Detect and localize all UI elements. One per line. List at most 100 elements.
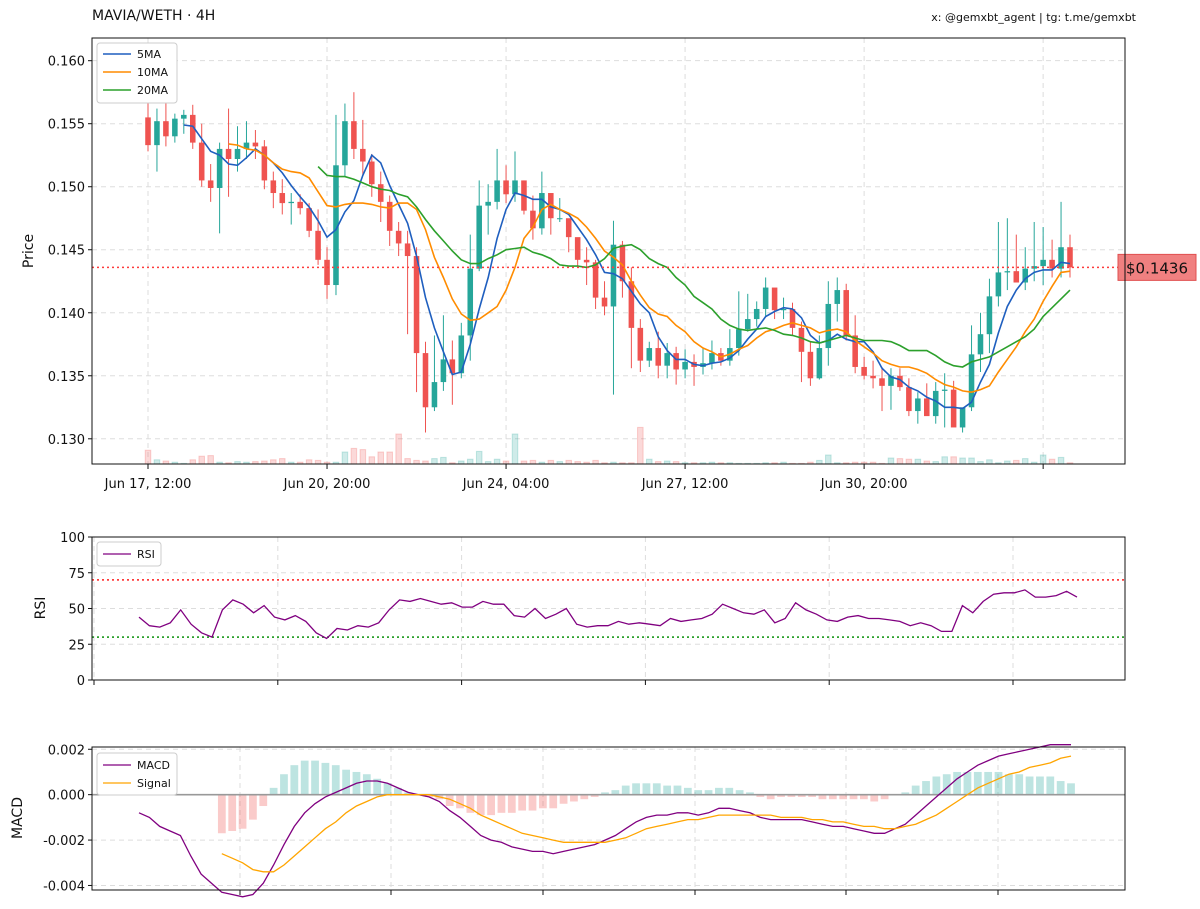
macd-histogram-bar — [797, 794, 806, 797]
volume-bar — [1048, 458, 1056, 465]
candle-body — [279, 193, 286, 204]
candle-body — [780, 308, 787, 311]
candle-body — [655, 348, 662, 366]
macd-line — [138, 744, 1071, 898]
candle-body — [924, 398, 930, 417]
volume-bar — [493, 458, 501, 465]
candle-body — [172, 118, 178, 137]
macd-histogram-bar — [549, 794, 558, 809]
candle-body — [145, 117, 151, 146]
macd-histogram-bar — [735, 790, 744, 795]
candle-body — [548, 193, 554, 219]
macd-histogram-bar — [507, 794, 516, 813]
macd-ytick-label: -0.004 — [43, 879, 85, 894]
candle-body — [709, 353, 715, 364]
price-legend-label: 10MA — [137, 66, 168, 79]
candle-body — [950, 389, 957, 428]
macd-histogram-bar — [652, 783, 661, 795]
volume-bar — [986, 459, 993, 465]
macd-histogram-bar — [673, 785, 682, 795]
chart-credit: x: @gemxbt_agent | tg: t.me/gemxbt — [931, 11, 1136, 24]
volume-bar — [350, 447, 358, 465]
volume-bar — [816, 459, 823, 465]
rsi-line — [138, 589, 1078, 640]
candle-body — [601, 297, 608, 307]
chart-title: MAVIA/WETH · 4H — [92, 8, 216, 24]
volume-bar — [404, 458, 411, 465]
macd-ylabel: MACD — [10, 797, 26, 839]
volume-bar — [825, 454, 832, 465]
candle-body — [404, 243, 411, 257]
volume-bar — [475, 450, 483, 465]
rsi-ytick-label: 0 — [77, 674, 85, 689]
candle-body — [852, 335, 858, 367]
macd-histogram-bar — [487, 794, 495, 816]
macd-ytick-label: 0.002 — [48, 743, 85, 758]
macd-histogram-bar — [1056, 781, 1065, 795]
macd-histogram-bar — [973, 771, 982, 795]
macd-histogram-bar — [238, 794, 247, 829]
macd-histogram-bar — [362, 774, 371, 795]
macd-histogram-bar — [311, 760, 319, 795]
macd-histogram-bar — [601, 792, 609, 795]
volume-bar — [896, 458, 904, 465]
candle-body — [261, 146, 268, 181]
macd-histogram-bar — [290, 765, 299, 795]
candle-body — [225, 148, 232, 159]
volume-bar — [359, 449, 367, 465]
macd-histogram-bar — [787, 794, 796, 797]
volume-bar — [1057, 456, 1065, 465]
candle-body — [476, 205, 482, 269]
volume-bar — [968, 457, 975, 465]
candle-body — [431, 382, 438, 408]
macd-histogram-bar — [228, 794, 237, 831]
macd-histogram-bar — [932, 776, 941, 795]
candle-body — [771, 287, 778, 311]
candle-body — [915, 398, 921, 412]
candle-body — [1040, 259, 1046, 267]
macd-histogram-bar — [621, 785, 630, 795]
price-ytick-label: 0.160 — [48, 55, 85, 70]
candle-body — [816, 348, 823, 379]
macd-histogram-bar — [445, 794, 454, 807]
macd-histogram-bar — [942, 774, 951, 795]
macd-histogram-bar — [611, 790, 620, 795]
rsi-legend-label: RSI — [137, 548, 155, 561]
ma-line-10ma — [228, 143, 1071, 394]
candle-body — [736, 329, 742, 349]
macd-histogram-bar — [394, 787, 402, 795]
candle-body — [449, 359, 456, 374]
macd-histogram-bar — [694, 790, 703, 795]
candle-body — [941, 389, 948, 391]
ma-line-5ma — [183, 124, 1071, 410]
candle-body — [610, 244, 617, 307]
price-ytick-label: 0.140 — [48, 307, 85, 322]
macd-histogram-bar — [538, 794, 547, 809]
candle-body — [324, 259, 330, 286]
current-price-label: $0.1436 — [1126, 259, 1188, 277]
candle-body — [377, 184, 384, 202]
candle-body — [664, 353, 670, 366]
price-ytick-label: 0.145 — [48, 244, 85, 259]
price-ytick-label: 0.135 — [48, 370, 85, 385]
candle-body — [870, 375, 876, 379]
macd-histogram-bar — [425, 794, 433, 797]
candle-body — [592, 262, 599, 298]
price-ylabel: Price — [21, 234, 37, 268]
candle-body — [306, 208, 312, 231]
price-ytick-label: 0.130 — [48, 433, 85, 448]
candle-body — [1013, 271, 1020, 283]
macd-histogram-bar — [518, 794, 527, 811]
macd-histogram-bar — [570, 794, 578, 802]
macd-histogram-bar — [746, 792, 754, 795]
signal-legend-label: Signal — [137, 777, 171, 790]
price-legend-label: 5MA — [137, 48, 161, 61]
candle-body — [762, 287, 769, 309]
candle-body — [395, 230, 402, 244]
volume-bar — [941, 456, 948, 465]
price-frame — [91, 37, 1126, 465]
macd-histogram-bar — [632, 783, 640, 795]
macd-histogram-bar — [922, 781, 930, 795]
candle-body — [789, 308, 796, 328]
